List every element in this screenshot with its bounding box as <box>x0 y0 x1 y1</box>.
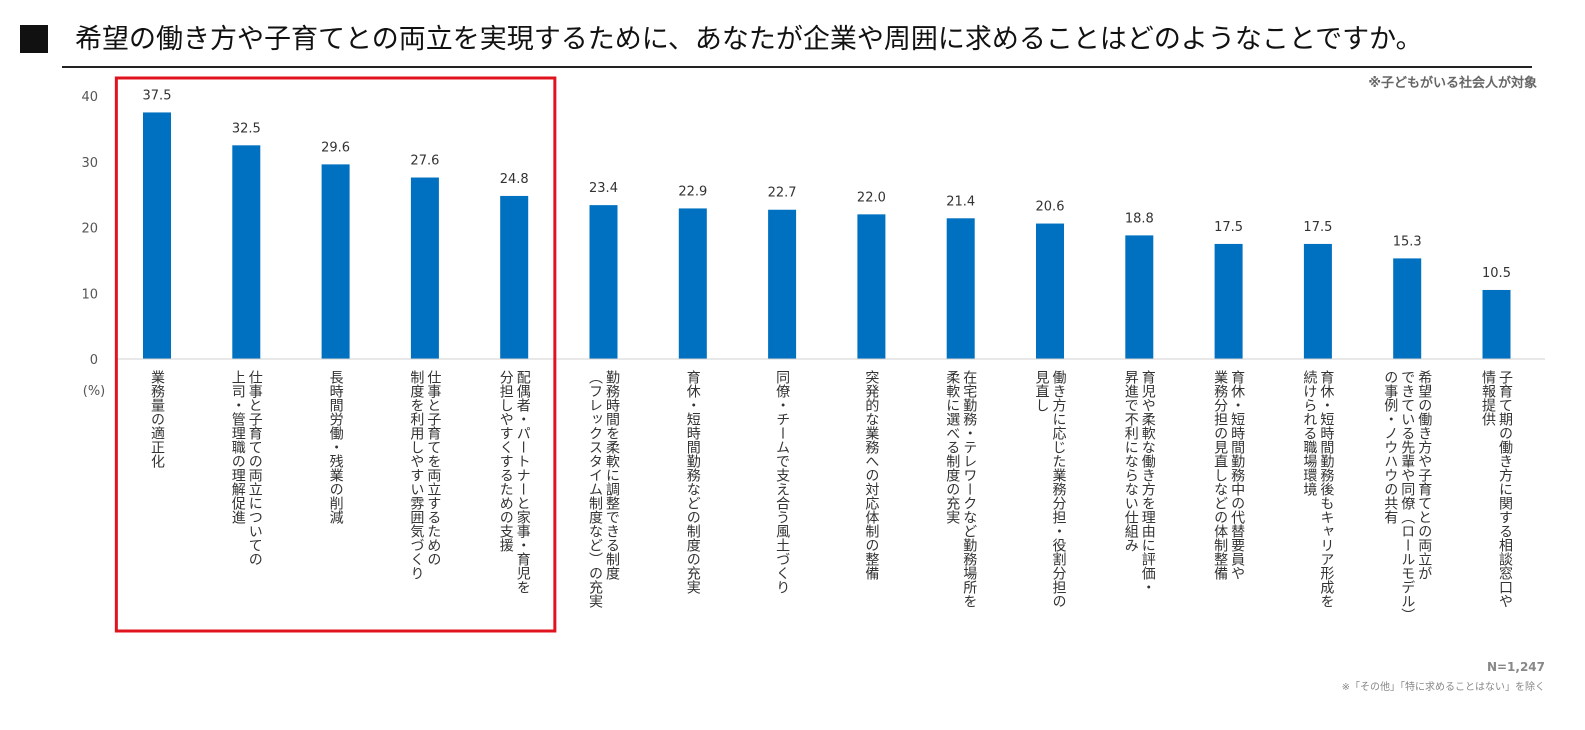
title-square-marker <box>20 25 48 53</box>
bar-value-label: 22.0 <box>857 190 886 205</box>
category-label-line: 同僚・チームで支え合う風土づくり <box>774 370 790 594</box>
bar <box>1214 243 1243 359</box>
bar-value-label: 21.4 <box>946 194 975 209</box>
category-label-line: 在宅勤務・テレワークなど勤務場所を <box>961 370 977 608</box>
category-label-line: 育休・短時間勤務などの制度の充実 <box>685 370 701 594</box>
bar <box>946 218 975 359</box>
category-label: 同僚・チームで支え合う風土づくり <box>774 370 790 594</box>
bar-value-label: 17.5 <box>1303 220 1332 235</box>
category-label: 突発的な業務への対応体制の整備 <box>863 370 879 580</box>
category-label: 希望の働き方や子育てとの両立ができている先輩や同僚（ロールモデル）の事例・ノウハ… <box>1382 370 1432 622</box>
category-label-line: 情報提供 <box>1480 370 1496 426</box>
bars-group <box>143 112 1511 359</box>
bar-value-label: 24.8 <box>500 172 529 187</box>
y-tick-label: 20 <box>81 222 98 237</box>
category-label: 長時間労働・残業の削減 <box>328 370 344 525</box>
bar <box>678 208 707 359</box>
bar <box>232 145 261 359</box>
bar-value-label: 23.4 <box>589 181 618 196</box>
category-label-line: 業務分担の見直しなどの体制整備 <box>1212 370 1228 580</box>
bar-value-label: 22.7 <box>768 186 797 201</box>
category-label: 育児や柔軟な働き方を理由に評価・昇進で不利にならない仕組み <box>1123 370 1156 594</box>
y-tick-label: 40 <box>81 90 98 105</box>
bar-value-label: 27.6 <box>410 154 439 169</box>
y-tick-label: 30 <box>81 156 98 171</box>
category-label-line: 育児や柔軟な働き方を理由に評価・ <box>1140 370 1156 594</box>
bar <box>321 164 350 359</box>
target-note: ※子どもがいる社会人が対象 <box>1368 76 1537 91</box>
category-label-line: 分担しやすくするための支援 <box>498 370 514 553</box>
value-labels-group: 37.5 32.5 29.6 27.6 24.8 23.4 22.9 22.7 22.0 21.4… <box>143 88 1511 281</box>
category-label-line: 勤務時間を柔軟に調整できる制度 <box>604 370 620 580</box>
bar <box>857 214 886 359</box>
category-label-line: 働き方に応じた業務分担・役割分担の <box>1051 370 1067 608</box>
category-label-line: の事例・ノウハウの共有 <box>1382 370 1398 525</box>
bar <box>1482 289 1511 359</box>
bar-value-label: 10.5 <box>1482 266 1511 281</box>
bar-value-label: 22.9 <box>678 184 707 199</box>
bar <box>1393 258 1422 359</box>
category-label-line: 仕事と子育てを両立するための <box>425 370 441 566</box>
category-label: 業務量の適正化 <box>149 370 165 469</box>
y-tick-label: 10 <box>81 287 98 302</box>
y-tick-label: 0 <box>90 353 98 368</box>
category-label-line: できている先輩や同僚（ロールモデル） <box>1399 370 1415 622</box>
bar <box>768 209 797 359</box>
bar <box>500 195 529 359</box>
category-label-line: 制度を利用しやすい雰囲気づくり <box>408 370 424 580</box>
sample-size-note: N=1,247 <box>1486 660 1545 674</box>
exclusion-note: ※「その他」「特に求めることはない」を除く <box>1341 682 1545 693</box>
category-label-line: 育休・短時間勤務中の代替要員や <box>1229 370 1245 580</box>
title-underline <box>62 66 1532 68</box>
category-label-line: 子育て期の働き方に関する相談窓口や <box>1497 370 1513 608</box>
bar-value-label: 29.6 <box>321 140 350 155</box>
category-label-line: （フレックスタイム制度など）の充実 <box>587 370 603 608</box>
bar-value-label: 37.5 <box>143 88 172 103</box>
bar <box>1303 243 1332 359</box>
category-label: 育休・短時間勤務などの制度の充実 <box>685 370 701 594</box>
y-axis: 0 10 20 30 40 (%) <box>81 90 105 399</box>
category-label: 勤務時間を柔軟に調整できる制度（フレックスタイム制度など）の充実 <box>587 370 620 608</box>
page-title: 希望の働き方や子育てとの両立を実現するために、あなたが企業や周囲に求めることはど… <box>75 24 1423 55</box>
category-label-line: 育休・短時間勤務後もキャリア形成を <box>1318 370 1334 608</box>
bar <box>1036 223 1064 359</box>
category-label-line: 柔軟に選べる制度の充実 <box>944 370 960 524</box>
bar <box>589 205 618 359</box>
bar-value-label: 18.8 <box>1125 211 1154 226</box>
category-label-line: 上司・管理職の理解促進 <box>230 370 246 525</box>
category-label-line: 仕事と子育ての両立についての <box>247 370 263 566</box>
bar <box>1125 235 1154 359</box>
bar-value-label: 17.5 <box>1214 220 1243 235</box>
bar-value-label: 32.5 <box>232 121 261 136</box>
bar-value-label: 15.3 <box>1393 234 1422 249</box>
bar-value-label: 20.6 <box>1036 200 1065 215</box>
bar <box>410 177 439 359</box>
category-label-line: 長時間労働・残業の削減 <box>328 370 344 525</box>
category-label-line: 配偶者・パートナーと家事・育児を <box>515 370 531 594</box>
category-label-line: 見直し <box>1034 370 1050 412</box>
bar <box>143 112 171 359</box>
highlight-box <box>114 76 557 633</box>
category-label-line: 昇進で不利にならない仕組み <box>1123 370 1139 552</box>
category-label-line: 業務量の適正化 <box>149 370 165 469</box>
category-label-line: 突発的な業務への対応体制の整備 <box>863 370 879 580</box>
category-label-line: 希望の働き方や子育てとの両立が <box>1416 370 1432 580</box>
category-label-line: 続けられる職場環境 <box>1301 369 1317 497</box>
y-axis-unit-label: (%) <box>83 384 106 399</box>
